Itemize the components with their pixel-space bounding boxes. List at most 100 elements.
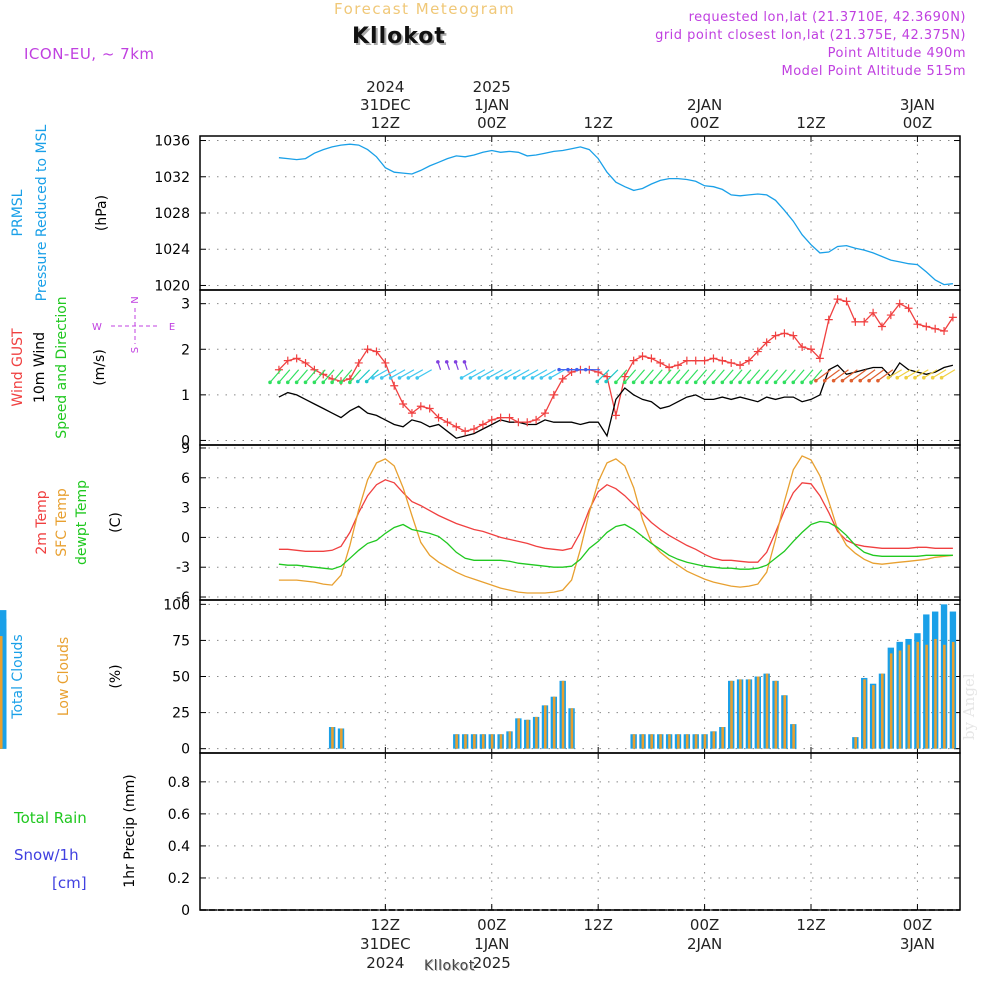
low-cloud-bar: [455, 734, 458, 749]
wind-arrow-head: [330, 380, 334, 385]
wind-arrow-head: [840, 378, 845, 383]
gust-marker: [425, 404, 434, 413]
wind-arrow-head: [303, 380, 308, 385]
gust-marker: [807, 345, 816, 354]
wind-arrow-head: [285, 380, 290, 385]
time-label-top: 2025: [473, 78, 511, 96]
low-cloud-bar: [756, 676, 760, 749]
wind-arrow-head: [849, 378, 854, 383]
wind-arrow-head: [371, 376, 375, 380]
series-line-temperature-2: [278, 520, 953, 570]
precip-legend-rain: Total Rain: [13, 809, 87, 827]
y-tick-label: 0.6: [168, 807, 190, 823]
wind-arrow-head: [711, 380, 716, 385]
gust-marker: [354, 358, 363, 367]
wind-arrow: [721, 369, 734, 383]
compass-e: E: [169, 322, 175, 333]
wind-arrow-head: [364, 379, 369, 384]
gust-marker: [727, 358, 736, 367]
gust-marker: [869, 308, 878, 317]
wind-arrow: [496, 369, 512, 379]
precip-legend-unit: [cm]: [52, 874, 87, 892]
gust-marker: [434, 413, 443, 422]
wind-arrow-head: [886, 375, 891, 380]
wind-arrow: [408, 369, 424, 379]
gust-marker: [931, 324, 940, 333]
low-cloud-bar: [499, 734, 503, 749]
unit-pressure: (hPa): [94, 195, 110, 231]
low-cloud-bar: [659, 734, 662, 749]
low-cloud-bar: [712, 731, 716, 749]
time-label-bottom: 12Z: [371, 916, 400, 934]
low-cloud-bar: [552, 696, 556, 749]
ylabel-precip: 1hr Precip (mm): [122, 774, 138, 887]
gust-marker: [851, 317, 860, 326]
gust-marker: [647, 354, 656, 363]
low-cloud-bar: [481, 734, 485, 749]
wind-arrow-head: [791, 380, 796, 385]
wind-arrow: [523, 369, 539, 379]
low-cloud-bar: [508, 731, 512, 749]
low-cloud-bar: [916, 641, 920, 749]
y-tick-label: 2: [181, 342, 190, 358]
wind-arrow-head: [676, 380, 680, 385]
y-tick-label: 3: [181, 297, 190, 313]
gust-marker: [558, 374, 567, 383]
gust-marker: [665, 363, 674, 372]
wind-arrow-head: [822, 378, 827, 383]
wind-arrow-head: [548, 376, 553, 380]
wind-arrow-head: [495, 376, 499, 380]
gust-marker: [753, 347, 762, 356]
gust-marker: [833, 295, 842, 304]
low-cloud-bar: [677, 734, 680, 749]
wind-arrow: [914, 369, 929, 379]
wind-arrow: [748, 369, 761, 383]
wind-arrow-head: [658, 380, 663, 385]
gust-marker: [283, 356, 292, 365]
point-altitude: Point Altitude 490m: [827, 46, 966, 61]
time-label-bottom: 00Z: [903, 916, 932, 934]
low-cloud-bar: [783, 695, 787, 749]
wind-arrow: [532, 369, 548, 379]
panel-clouds: 0 25 50 75 100 Total Clouds Low Clouds (%): [0, 597, 961, 758]
wind-arrow-head: [462, 360, 467, 364]
wind-arrow: [842, 369, 858, 382]
gust-marker: [629, 356, 638, 365]
low-cloud-bar: [951, 641, 955, 749]
wind-arrow-head: [321, 380, 326, 385]
wind-arrow: [739, 369, 752, 383]
low-cloud-bar: [535, 716, 538, 749]
low-cloud-bar: [473, 734, 476, 749]
wind-arrow-head: [895, 375, 900, 380]
model-altitude: Model Point Altitude 515m: [781, 64, 966, 79]
gust-marker: [771, 331, 780, 340]
gust-marker: [682, 356, 691, 365]
gust-marker: [611, 411, 620, 420]
ylabel-wind-2: Speed and Direction: [54, 296, 70, 438]
wind-arrow-head: [814, 378, 818, 383]
gust-marker: [540, 409, 549, 418]
wind-arrow-head: [809, 380, 813, 385]
time-label-bottom: 2025: [473, 954, 511, 972]
wind-arrow: [349, 369, 362, 383]
gust-marker: [407, 409, 416, 418]
compass-rose: [111, 308, 159, 344]
ylabel-temperature-2: dewpt Temp: [74, 480, 90, 565]
low-cloud-bar: [340, 728, 343, 749]
panel-temperature: -6 -3 0 3 6 9 2m Temp SFC Temp dewpt Temp (C): [34, 441, 961, 606]
unit-wind: (m/s): [92, 349, 108, 386]
wind-arrow-head: [867, 378, 871, 383]
low-cloud-bar: [331, 727, 334, 749]
low-cloud-bar: [934, 638, 937, 749]
y-tick-label: 1032: [154, 170, 190, 186]
wind-arrow-head: [729, 380, 733, 385]
wind-arrow: [824, 369, 840, 382]
gust-marker: [505, 413, 514, 422]
time-label-bottom: 31DEC: [360, 935, 411, 953]
low-cloud-bar: [721, 727, 724, 749]
unit-temperature: (C): [108, 512, 124, 533]
wind-arrow: [357, 369, 371, 382]
wind-arrow-head: [277, 380, 281, 385]
gust-marker: [452, 422, 461, 431]
wind-arrow: [932, 369, 947, 379]
